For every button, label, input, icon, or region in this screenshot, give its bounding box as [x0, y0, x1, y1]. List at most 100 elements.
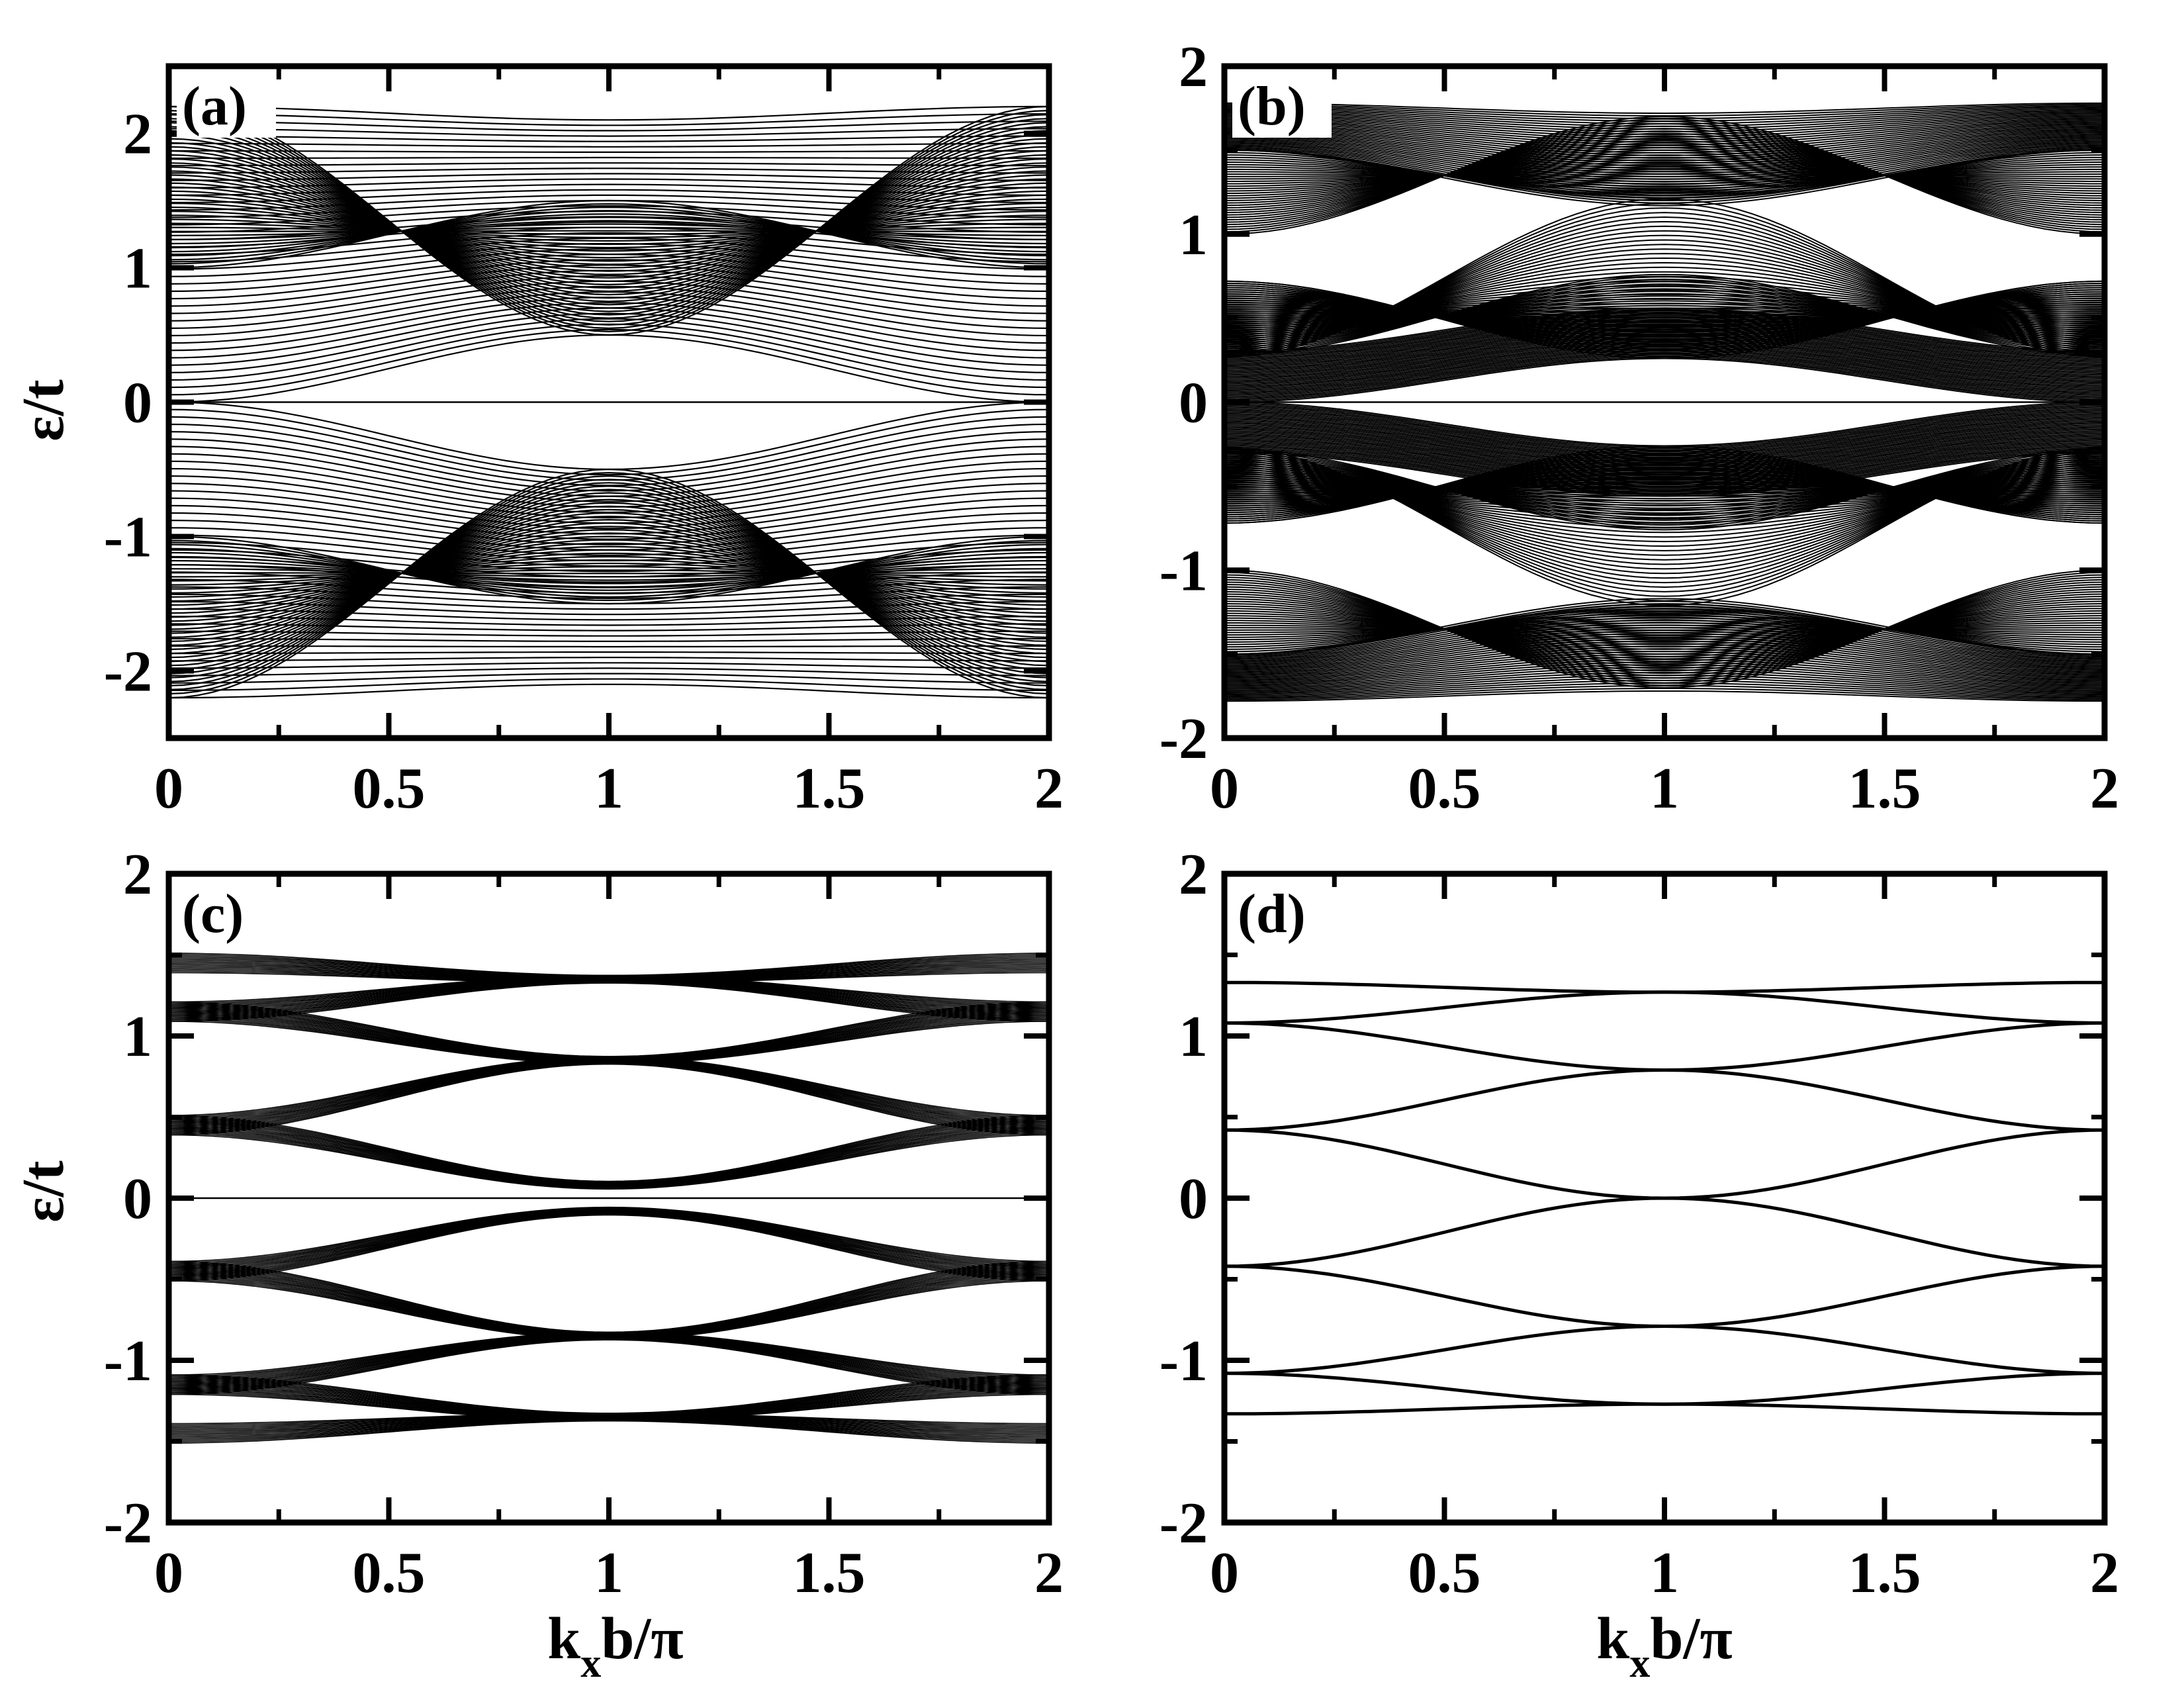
band-line	[169, 150, 1049, 153]
band-line	[1224, 162, 2105, 189]
band-line	[1224, 624, 2105, 669]
band-line	[1224, 465, 2105, 512]
band-line	[169, 559, 1049, 585]
band-line	[169, 657, 1049, 662]
band-line	[1224, 610, 2105, 648]
band-line	[169, 569, 1049, 578]
band-line	[169, 216, 1049, 240]
band-line	[1224, 457, 2105, 514]
band-line	[1224, 443, 2105, 489]
band-line	[169, 254, 1049, 293]
band-line	[1224, 664, 2105, 688]
band-line	[1224, 428, 2105, 474]
band-line	[1224, 455, 2105, 524]
band-line	[1224, 619, 2105, 666]
band-line	[169, 220, 1049, 245]
band-line	[1224, 596, 2105, 663]
band-line	[169, 673, 1049, 684]
band-line	[1224, 307, 2105, 353]
band-lines	[169, 953, 1049, 1444]
band-line	[169, 1260, 1049, 1333]
band-line	[169, 142, 1049, 306]
y-tick-label: -1	[104, 506, 152, 570]
band-line	[169, 468, 1049, 699]
x-tick-label: 1	[1650, 1541, 1679, 1605]
x-tick-label: 0.5	[353, 757, 426, 821]
xlabel-k: k	[547, 1606, 580, 1671]
band-line	[169, 520, 1049, 557]
band-line	[169, 593, 1049, 610]
band-line	[169, 460, 1049, 514]
band-line	[169, 981, 1049, 1019]
band-line	[169, 431, 1049, 492]
band-line	[169, 1213, 1049, 1279]
band-line	[1224, 133, 2105, 175]
x-tick-label: 0	[154, 1541, 183, 1605]
band-line	[169, 556, 1049, 583]
band-line	[1224, 622, 2105, 667]
band-line	[169, 498, 1049, 663]
band-line	[169, 662, 1049, 669]
band-line	[169, 323, 1049, 389]
band-line	[169, 211, 1049, 233]
panel-b: 0 0.5 1 1.5 2 -2 -1 0 1 2 (b)	[1160, 35, 2119, 821]
band-line	[169, 232, 1049, 263]
band-line	[169, 178, 1049, 275]
band-line	[169, 1058, 1049, 1123]
band-line	[169, 559, 1049, 590]
x-tick-label: 1	[594, 757, 623, 821]
band-line	[169, 1062, 1049, 1135]
band-line	[1224, 142, 2105, 193]
band-line	[1224, 1324, 2105, 1376]
band-line	[1224, 643, 2105, 678]
band-lines	[1224, 980, 2105, 1416]
band-line	[1224, 608, 2105, 650]
band-line	[1224, 616, 2105, 665]
band-line	[169, 1376, 1049, 1415]
band-line	[1224, 140, 2105, 211]
band-line	[1224, 463, 2105, 514]
band-line	[169, 980, 1049, 1017]
band-line	[1224, 128, 2105, 164]
band-line	[1224, 141, 2105, 191]
band-line	[1224, 640, 2105, 677]
band-line	[169, 105, 1049, 336]
band-line	[1224, 103, 2105, 117]
band-line	[169, 1391, 1049, 1421]
band-line	[169, 549, 1049, 578]
band-line	[1224, 278, 2105, 352]
band-line	[1224, 473, 2105, 502]
band-line	[169, 438, 1049, 497]
x-tick-label: 0.5	[1408, 1541, 1481, 1605]
xlabel-sub: x	[1629, 1641, 1650, 1686]
band-line	[169, 166, 1049, 286]
band-line	[1224, 118, 2105, 233]
band-line	[1224, 149, 2105, 207]
band-line	[169, 1130, 1049, 1188]
band-line	[1224, 612, 2105, 645]
band-line	[169, 318, 1049, 381]
band-line	[1224, 145, 2105, 199]
band-line	[169, 207, 1049, 252]
band-line	[1224, 138, 2105, 185]
band-line	[1224, 464, 2105, 507]
xlabel-rest: b/π	[601, 1606, 683, 1671]
band-line	[1224, 295, 2105, 343]
x-tick-label: 1	[594, 1541, 623, 1605]
band-line	[169, 194, 1049, 211]
band-line	[1224, 137, 2105, 183]
band-line	[1224, 402, 2105, 448]
band-line	[1224, 311, 2105, 357]
band-line	[169, 105, 1049, 121]
band-line	[169, 512, 1049, 551]
band-line	[1224, 451, 2105, 497]
band-line	[169, 214, 1049, 246]
band-line	[1224, 299, 2105, 338]
band-line	[1224, 128, 2105, 223]
band-line	[169, 1209, 1049, 1270]
band-line	[169, 475, 1049, 690]
band-line	[169, 146, 1049, 303]
band-line	[1224, 450, 2105, 496]
band-line	[169, 194, 1049, 262]
